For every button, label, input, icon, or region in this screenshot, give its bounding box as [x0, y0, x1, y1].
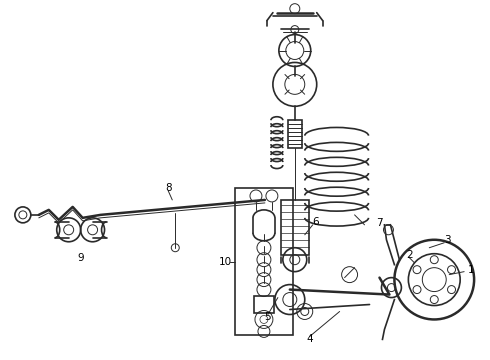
Bar — [288, 120, 302, 148]
Text: 10: 10 — [219, 257, 232, 267]
Text: 2: 2 — [406, 250, 413, 260]
Text: 8: 8 — [165, 183, 172, 193]
Text: 1: 1 — [468, 265, 474, 275]
Text: 9: 9 — [77, 253, 84, 263]
Bar — [281, 200, 309, 255]
Bar — [254, 296, 274, 314]
Text: 5: 5 — [265, 312, 271, 323]
Text: 6: 6 — [313, 217, 319, 227]
Text: 3: 3 — [444, 235, 450, 245]
Text: 4: 4 — [306, 334, 313, 345]
Bar — [235, 188, 293, 336]
Text: 7: 7 — [376, 218, 383, 228]
